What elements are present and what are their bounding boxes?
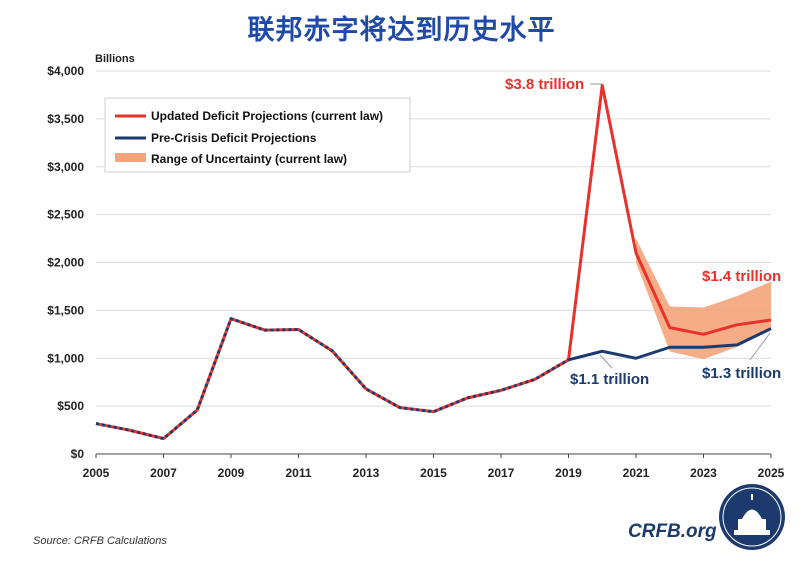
logo-seal [719,484,785,550]
x-tick-label: 2013 [353,466,380,480]
y-axis-ticks: $0 $500 $1,000 $1,500 $2,000 $2,500 $3,000 $3,5… [47,64,84,461]
x-tick-label: 2007 [150,466,177,480]
annotation-leader-1-3 [749,332,771,361]
capitol-dome-shape [734,494,770,535]
annotation-1-3-trillion: $1.3 trillion [702,365,781,382]
seal-ring [722,487,782,547]
x-tick-label: 2025 [758,466,785,480]
legend: Updated Deficit Projections (current law… [104,97,411,173]
y-tick-label: $1,500 [47,303,84,317]
legend-label-precrisis: Pre-Crisis Deficit Projections [151,131,317,145]
x-tick-label: 2011 [285,466,311,480]
logo-text: CRFB.org [628,521,717,542]
x-tick-label: 2023 [690,466,717,480]
y-tick-label: $2,000 [47,256,84,270]
annotations: $3.8 trillion $1.4 trillion $1.1 trillio… [505,76,781,388]
x-tick-label: 2005 [83,466,110,480]
chart-title: 联邦赤字将达到历史水平 [247,15,556,46]
y-tick-label: $1,000 [47,351,84,365]
source-note: Source: CRFB Calculations [33,535,167,547]
y-tick-label: $3,000 [47,160,84,174]
x-tick-label: 2017 [488,466,515,480]
series-line-precrisis-historical [95,317,570,441]
x-axis-ticks: 2005 2007 2009 2011 2013 2015 2017 2019 2021 2023… [83,454,785,480]
legend-label-updated: Updated Deficit Projections (current law… [151,109,383,123]
x-tick-label: 2021 [623,466,650,480]
y-tick-label: $3,500 [47,112,84,126]
x-tick-label: 2015 [420,466,447,480]
y-tick-label: $500 [57,399,84,413]
y-tick-label: $4,000 [47,64,84,78]
y-tick-label: $2,500 [47,208,84,222]
legend-label-range: Range of Uncertainty (current law) [151,152,347,166]
annotation-1-4-trillion: $1.4 trillion [702,268,781,285]
y-axis-unit-label: Billions [95,53,135,65]
annotation-1-1-trillion: $1.1 trillion [570,371,649,388]
plot-area [95,83,772,441]
y-tick-label: $0 [71,447,85,461]
legend-box [104,97,411,173]
series-line-precrisis [568,327,772,362]
annotation-leader-1-1 [599,354,613,369]
annotation-3-8-trillion: $3.8 trillion [505,76,584,93]
x-tick-label: 2019 [555,466,582,480]
x-tick-label: 2009 [218,466,245,480]
legend-swatch-range [115,153,146,162]
